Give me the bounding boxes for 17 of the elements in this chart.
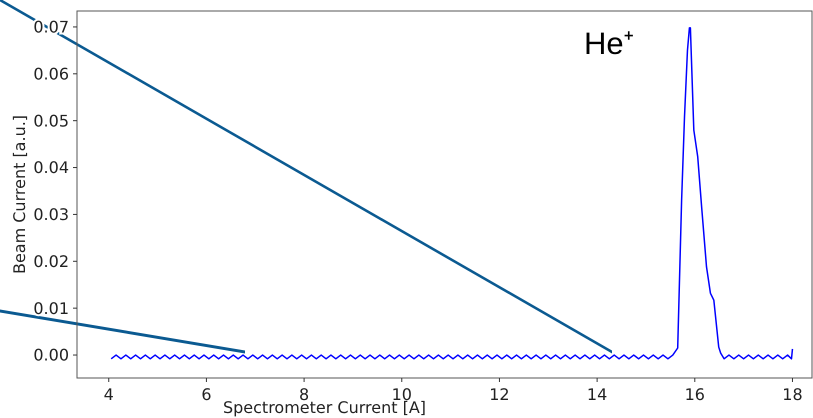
- x-tick-label: 16: [684, 385, 705, 404]
- x-tick-label: 18: [782, 385, 803, 404]
- line-series: [110, 27, 794, 360]
- y-tick-label: 0.02: [33, 252, 69, 271]
- x-tick-label: 14: [586, 385, 608, 404]
- annotation: He⁺: [584, 26, 634, 61]
- x-tick-label: 6: [201, 385, 212, 404]
- x-tick-label: 8: [299, 385, 310, 404]
- x-tick-label: 4: [104, 385, 114, 404]
- y-tick-label: 0.05: [33, 111, 69, 130]
- y-axis-title: Beam Current [a.u.]: [10, 114, 29, 274]
- y-tick-label: 0.06: [33, 64, 69, 84]
- y-tick-label: 0.00: [33, 346, 69, 365]
- x-tick-label: 12: [489, 385, 510, 404]
- y-tick-label: 0.01: [33, 298, 69, 318]
- y-tick-label: 0.04: [33, 158, 69, 178]
- y-tick-label: 0.03: [33, 205, 69, 224]
